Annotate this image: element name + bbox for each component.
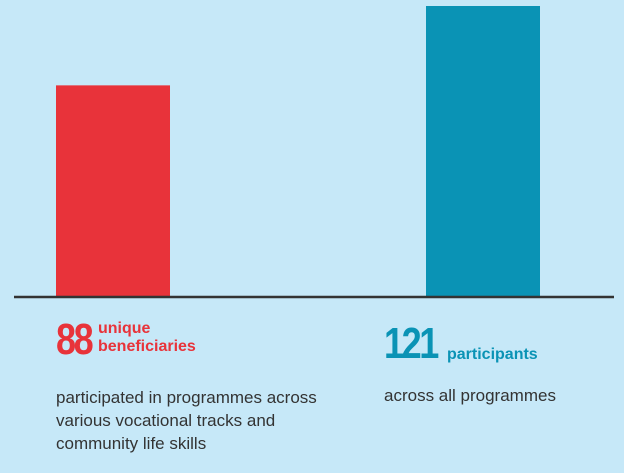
bar — [56, 85, 170, 297]
value-label: participants — [447, 346, 538, 363]
description: across all programmes — [384, 386, 556, 405]
bar — [426, 6, 540, 297]
value-number: 121 — [384, 319, 439, 368]
chart — [14, 6, 614, 299]
description: participated in programmes across variou… — [56, 388, 317, 453]
value-label: unique beneficiaries — [98, 320, 196, 355]
value-number: 88 — [56, 315, 94, 364]
